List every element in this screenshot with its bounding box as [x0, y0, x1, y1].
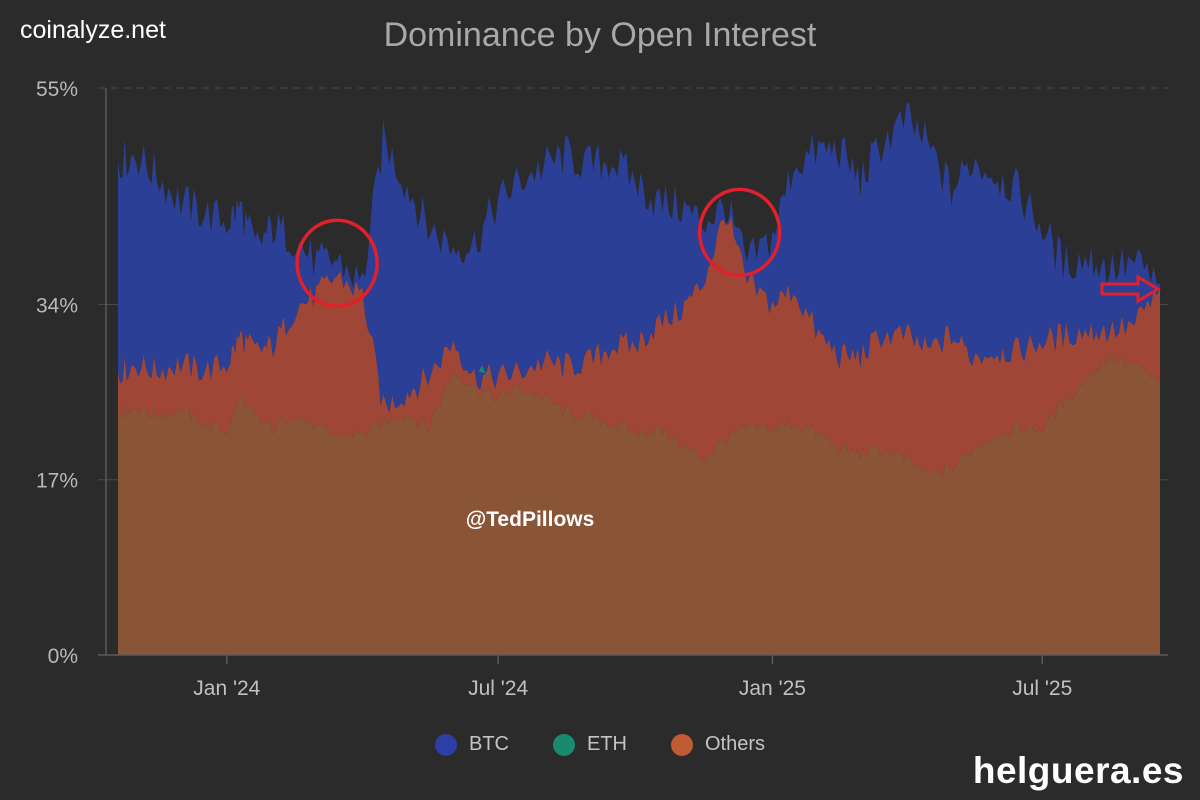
brand-label: coinalyze.net	[20, 16, 166, 44]
area-layer	[118, 102, 1160, 655]
legend-item-btc[interactable]: BTC	[434, 733, 509, 756]
x-tick-label: Jul '25	[1012, 677, 1072, 700]
legend-label-others: Others	[704, 733, 766, 755]
watermark: helguera.es	[972, 750, 1184, 791]
legend-dot-eth	[552, 733, 575, 756]
y-tick-label: 55%	[36, 78, 78, 101]
x-tick-label: Jan '25	[739, 677, 806, 700]
y-tick-label: 0%	[48, 645, 78, 668]
legend-label-btc: BTC	[468, 733, 509, 755]
legend-label-eth: ETH	[586, 733, 627, 755]
legend-dot-others	[670, 733, 693, 756]
eth-accent-mark	[478, 365, 491, 375]
legend-dot-btc	[434, 733, 457, 756]
chart-title: Dominance by Open Interest	[383, 16, 817, 54]
y-tick-label: 17%	[36, 470, 78, 493]
legend-item-eth[interactable]: ETH	[552, 733, 627, 756]
x-tick-label: Jul '24	[468, 677, 528, 700]
y-tick-label: 34%	[36, 294, 78, 317]
axis-layer: 0% 17% 34% 55% Jan '24 Jul '24 Jan '25 Jul '25	[36, 78, 1168, 700]
annotation-handle: @TedPillows	[466, 508, 595, 531]
annotation-layer: @TedPillows	[295, 187, 1161, 531]
highlight-circle-2	[697, 187, 782, 278]
area-series-btc	[118, 102, 1160, 413]
x-tick-label: Jan '24	[193, 677, 260, 700]
legend-item-others[interactable]: Others	[670, 733, 766, 756]
area-series-eth	[118, 215, 1160, 478]
arrow-right-icon	[1100, 274, 1161, 304]
highlight-circle-1	[295, 218, 379, 309]
area-series-others	[118, 352, 1160, 655]
chart-legend: BTC ETH Others	[0, 733, 1200, 756]
